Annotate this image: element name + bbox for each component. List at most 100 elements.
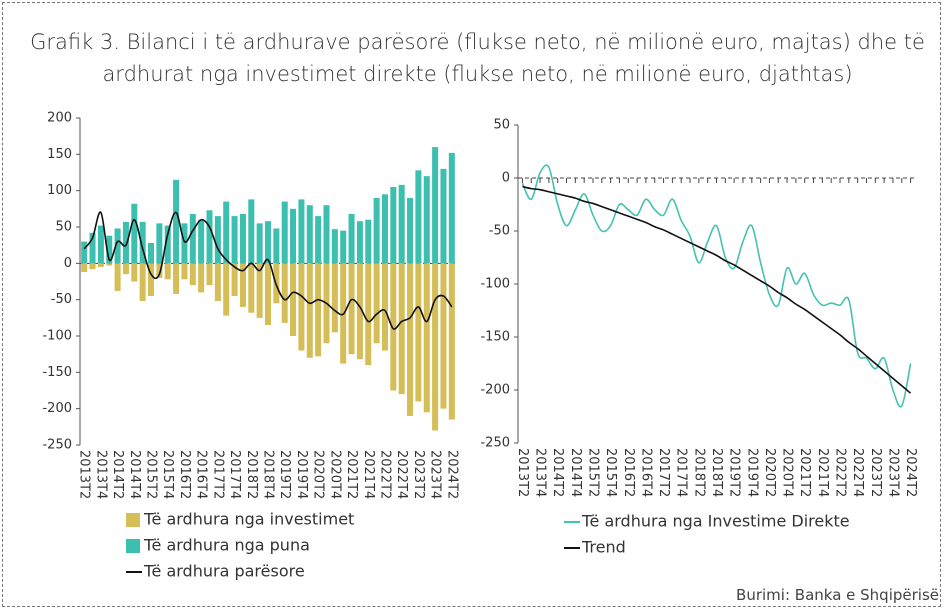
legend-swatch <box>126 513 140 527</box>
legend-swatch <box>126 539 140 553</box>
bar <box>231 216 238 264</box>
x-tick-label: 2016T4 <box>194 450 209 499</box>
bar <box>164 263 171 280</box>
x-tick-label: 2021T4 <box>815 448 830 497</box>
bar <box>381 263 388 351</box>
x-tick-label: 2013T4 <box>93 450 108 499</box>
bar <box>298 199 305 264</box>
bar <box>223 263 230 316</box>
bar <box>356 221 363 264</box>
bar <box>264 263 272 326</box>
x-tick-label: 2014T4 <box>127 450 142 499</box>
bar <box>348 263 355 355</box>
x-tick-label: 2015T2 <box>585 448 600 497</box>
legend-label: Të ardhura nga investimet <box>143 510 354 529</box>
x-tick-label: 2022T2 <box>833 448 848 497</box>
bar <box>365 219 372 264</box>
x-tick-label: 2019T4 <box>744 448 759 497</box>
line <box>521 164 912 408</box>
x-tick-label: 2017T4 <box>674 448 689 497</box>
x-tick-label: 2024T2 <box>903 448 918 497</box>
x-tick-label: 2017T4 <box>227 450 242 499</box>
legend-label: Të ardhura nga puna <box>143 536 310 555</box>
bar <box>323 205 330 264</box>
bar <box>89 263 96 270</box>
y-tick-label: -100 <box>480 277 510 292</box>
bar <box>423 176 430 264</box>
bar <box>407 263 414 416</box>
bar <box>248 263 255 313</box>
x-tick-label: 2018T2 <box>691 448 706 497</box>
bar <box>81 241 88 264</box>
bar <box>131 203 138 264</box>
bar <box>122 221 129 264</box>
y-tick-label: -100 <box>42 329 72 344</box>
bar <box>181 223 188 264</box>
bar <box>131 263 138 282</box>
x-tick-label: 2015T4 <box>603 448 618 497</box>
x-tick-label: 2016T4 <box>638 448 653 497</box>
bar <box>281 263 288 323</box>
bar <box>256 223 263 264</box>
bar <box>256 263 263 318</box>
bar <box>415 170 422 264</box>
bar <box>214 216 221 264</box>
bar <box>106 263 113 266</box>
x-tick-label: 2023T2 <box>868 448 883 497</box>
x-tick-label: 2024T2 <box>444 450 459 499</box>
bar <box>432 147 439 264</box>
bar <box>89 232 96 264</box>
x-tick-label: 2020T2 <box>311 450 326 499</box>
bar <box>148 263 155 297</box>
bar <box>173 179 180 264</box>
bar <box>97 263 104 267</box>
bar <box>306 263 313 358</box>
bar <box>189 263 196 286</box>
bar <box>390 187 397 264</box>
source: Burimi: Banka e Shqipërisë <box>736 586 939 604</box>
bar <box>198 219 205 264</box>
legend-label: Të ardhura parësore <box>143 562 305 581</box>
x-tick-label: 2014T2 <box>550 448 565 497</box>
y-tick-label: 50 <box>55 220 72 235</box>
bar <box>106 235 113 264</box>
line <box>83 211 453 330</box>
bar <box>407 197 414 264</box>
x-tick-label: 2020T4 <box>780 448 795 497</box>
bar <box>381 194 388 264</box>
bar <box>281 201 288 264</box>
bar <box>331 229 338 264</box>
x-tick-label: 2023T2 <box>411 450 426 499</box>
bar <box>164 225 171 264</box>
y-tick-label: -150 <box>480 330 510 345</box>
bar <box>315 216 322 264</box>
line <box>522 185 912 394</box>
legend-label: Trend <box>581 538 626 557</box>
bar <box>440 263 447 409</box>
bar <box>315 263 322 357</box>
bar <box>348 213 355 264</box>
y-tick-label: 200 <box>47 111 72 126</box>
x-tick-label: 2022T2 <box>377 450 392 499</box>
x-tick-label: 2013T2 <box>515 448 530 497</box>
bar <box>139 263 146 302</box>
x-tick-label: 2017T2 <box>210 450 225 499</box>
bar <box>448 152 455 264</box>
bar <box>398 184 405 264</box>
y-tick-label: 0 <box>502 171 510 186</box>
x-tick-label: 2021T4 <box>361 450 376 499</box>
x-tick-label: 2020T4 <box>327 450 342 499</box>
bar <box>290 208 297 264</box>
y-tick-label: 0 <box>64 256 72 271</box>
bar <box>198 263 205 293</box>
bar <box>432 263 439 431</box>
bar <box>231 263 238 297</box>
bar <box>156 223 163 264</box>
bar <box>156 263 163 278</box>
x-tick-label: 2019T4 <box>294 450 309 499</box>
bar <box>440 168 447 264</box>
bar <box>148 242 155 264</box>
bar <box>81 263 88 273</box>
bar <box>139 221 146 264</box>
